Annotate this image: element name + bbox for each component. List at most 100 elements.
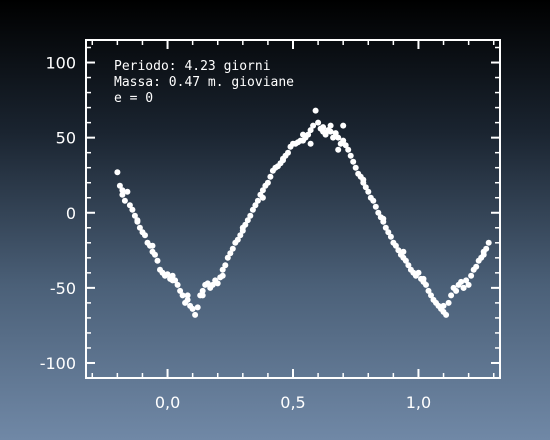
data-point — [169, 277, 176, 284]
data-point — [342, 142, 349, 149]
data-point — [119, 191, 126, 198]
data-point — [114, 169, 121, 176]
data-point — [179, 292, 186, 299]
data-point — [307, 140, 314, 147]
data-point — [375, 209, 382, 216]
data-point — [460, 284, 467, 291]
data-point — [347, 152, 354, 159]
data-point — [352, 164, 359, 171]
x-tick-label: 1,0 — [406, 393, 431, 412]
data-point — [420, 275, 427, 282]
data-point — [244, 217, 251, 224]
ticks — [86, 40, 500, 379]
data-point — [222, 262, 229, 269]
data-point — [199, 292, 206, 299]
data-point — [131, 212, 138, 219]
data-point — [194, 304, 201, 311]
data-point — [402, 257, 409, 264]
data-point — [239, 227, 246, 234]
y-tick-label: 50 — [56, 129, 76, 148]
data-point — [134, 217, 141, 224]
data-point — [227, 250, 234, 257]
data-point — [234, 236, 241, 243]
data-point — [164, 271, 171, 278]
data-point — [280, 155, 286, 162]
data-point — [219, 266, 226, 273]
data-point — [247, 212, 254, 219]
annotation-line-3: e = 0 — [114, 91, 153, 106]
data-point — [237, 232, 244, 239]
data-point — [480, 248, 487, 255]
data-point — [345, 146, 352, 153]
data-point — [121, 197, 128, 204]
data-point — [116, 182, 123, 189]
data-point — [259, 187, 266, 194]
data-point — [242, 221, 249, 228]
data-point — [372, 203, 379, 210]
data-point — [264, 179, 271, 186]
data-point — [453, 287, 460, 294]
data-point — [154, 257, 161, 264]
data-point — [340, 137, 347, 144]
data-point — [327, 128, 334, 135]
data-point — [315, 119, 322, 126]
x-tick-label: 0,5 — [280, 393, 305, 412]
data-point — [473, 263, 480, 270]
data-point — [219, 272, 226, 279]
data-point — [362, 184, 369, 191]
data-point — [423, 281, 429, 288]
data-point — [267, 173, 274, 180]
data-point — [305, 131, 312, 138]
data-point — [312, 107, 319, 114]
data-point — [360, 176, 367, 183]
data-point — [385, 229, 392, 236]
data-point — [254, 197, 261, 204]
data-point — [307, 127, 314, 134]
data-point — [365, 188, 372, 195]
data-point — [370, 197, 377, 204]
y-tick-label: 0 — [66, 204, 76, 223]
data-point — [142, 232, 148, 239]
data-point — [392, 242, 399, 249]
data-point — [169, 272, 176, 279]
data-point — [443, 311, 450, 318]
data-point — [199, 287, 206, 294]
data-point — [119, 187, 126, 194]
data-point — [320, 124, 327, 131]
data-point — [310, 122, 317, 129]
data-point — [124, 188, 131, 195]
x-tick-label: 0,0 — [155, 393, 180, 412]
data-point — [465, 281, 472, 288]
data-point — [129, 206, 136, 213]
data-point — [320, 128, 327, 135]
data-point — [259, 194, 266, 201]
y-tick-label: 100 — [45, 54, 76, 73]
data-point — [224, 254, 231, 261]
data-point — [468, 272, 475, 279]
data-point — [380, 215, 387, 222]
data-point — [440, 302, 447, 309]
y-tick-label: -100 — [40, 354, 76, 373]
data-point — [184, 296, 191, 303]
tick-labels: 100 50 0 -50 -100 0,0 0,5 1,0 — [40, 54, 431, 412]
data-point — [350, 158, 357, 165]
data-point — [425, 287, 432, 294]
data-point — [229, 245, 236, 252]
data-point — [152, 251, 158, 258]
data-point — [485, 239, 492, 246]
data-point — [126, 202, 133, 209]
data-point — [285, 149, 291, 156]
data-point — [428, 292, 434, 299]
data-point — [445, 299, 452, 306]
data-point — [136, 224, 143, 231]
data-point — [204, 280, 211, 287]
data-point — [448, 292, 455, 299]
data-point — [382, 224, 389, 231]
data-point — [340, 122, 347, 129]
data-point — [209, 281, 216, 288]
data-point — [400, 248, 407, 255]
data-point — [177, 287, 184, 294]
annotation-line-2: Massa: 0.47 m. gioviane — [114, 75, 294, 90]
data-point — [189, 305, 196, 312]
